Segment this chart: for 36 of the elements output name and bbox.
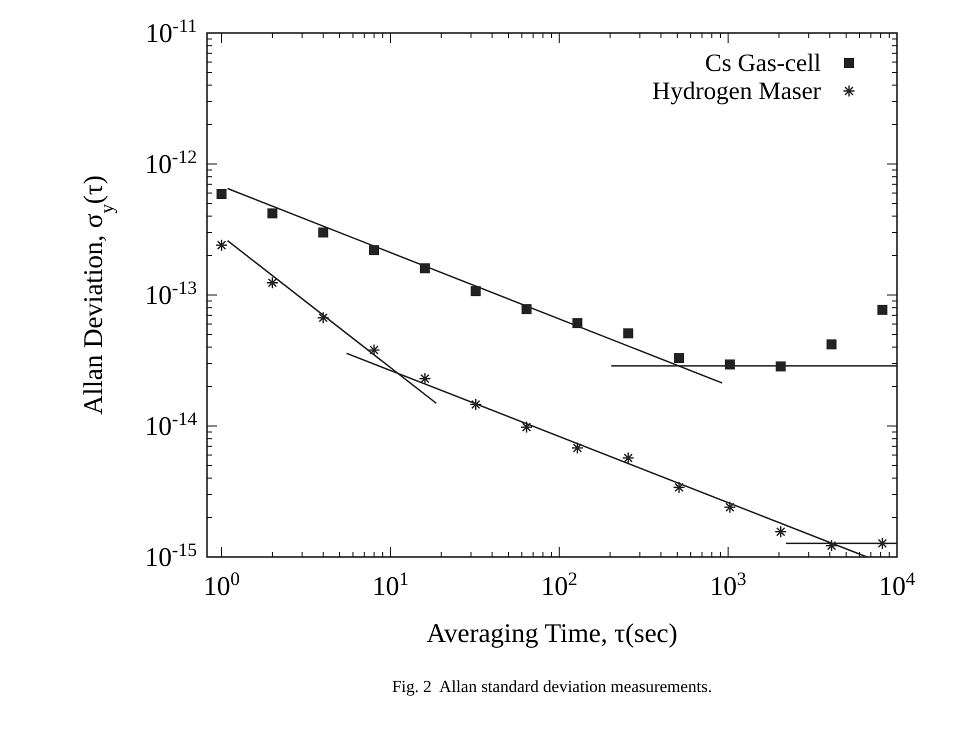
y-tick-label: 10$^{-15}$ <box>144 540 197 572</box>
point <box>724 500 736 514</box>
legend-label: Cs Gas-cell <box>705 50 822 77</box>
point <box>215 238 228 252</box>
point <box>470 286 481 296</box>
x-tick-label: 10$^{0}$ <box>203 568 240 601</box>
point <box>622 452 634 464</box>
y-tick-label: 10$^{-13}$ <box>144 278 197 310</box>
point <box>571 442 584 454</box>
caption: Fig. 2 Allan standard deviation measurements. <box>392 677 712 696</box>
x-tick-label: 10$^{3}$ <box>710 568 746 601</box>
point <box>876 537 889 550</box>
point <box>623 328 634 338</box>
y-tick-label: 10$^{-11}$ <box>146 16 197 48</box>
point <box>216 189 227 200</box>
point <box>418 372 432 385</box>
point <box>672 481 686 494</box>
point <box>470 398 482 411</box>
point <box>267 208 278 218</box>
legend-label: Hydrogen Maser <box>652 78 822 105</box>
point <box>317 312 330 324</box>
x-tick-label: 10$^{2}$ <box>541 568 578 601</box>
x-tick-label: 10$^{4}$ <box>878 568 916 601</box>
point <box>674 353 684 364</box>
point <box>520 420 533 434</box>
y-tick-label: 10$^{-12}$ <box>144 146 197 179</box>
point <box>825 539 838 552</box>
x-tick-label: 10$^{1}$ <box>372 568 409 601</box>
y-tick-label: 10$^{-14}$ <box>144 408 198 441</box>
point <box>368 344 380 356</box>
point <box>826 339 837 350</box>
point <box>774 526 787 538</box>
point <box>877 304 888 315</box>
x-axis-title: Averaging Time, τ(sec) <box>426 618 678 648</box>
point <box>318 227 328 238</box>
point <box>266 276 279 289</box>
